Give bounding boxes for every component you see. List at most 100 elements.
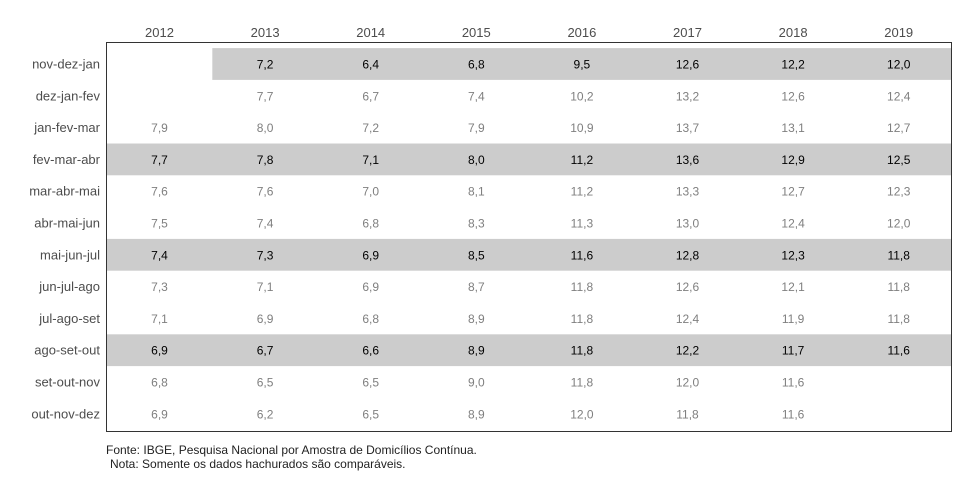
- cell-value: 8,9: [468, 407, 485, 421]
- cell-value: 7,0: [362, 185, 379, 199]
- cell-value: 7,6: [151, 185, 168, 199]
- cell-value: 13,1: [781, 121, 805, 135]
- cell-value: 6,4: [362, 58, 379, 72]
- cell-value: 12,3: [781, 248, 805, 262]
- cell-value: 11,2: [571, 153, 594, 167]
- cell-value: 8,5: [468, 248, 485, 262]
- cell-value: 9,0: [468, 376, 485, 390]
- cell-value: 11,6: [782, 376, 805, 390]
- cell-value: 11,8: [887, 312, 910, 326]
- cell-value: 12,7: [781, 185, 805, 199]
- cell-value: 12,6: [676, 58, 700, 72]
- cell-value: 12,0: [570, 407, 594, 421]
- cell-value: 7,7: [151, 153, 168, 167]
- cell-value: 12,4: [887, 89, 911, 103]
- cell-value: 6,6: [362, 344, 379, 358]
- cell-value: 12,6: [676, 280, 700, 294]
- cell-value: 11,8: [571, 312, 594, 326]
- column-label-2014: 2014: [356, 25, 385, 40]
- cell-values: 7,2 6,4 6,8 9,5 12,6 12,2 12,0 7,7 6,7 7,4 10,2 13,…: [151, 58, 911, 422]
- cell-value: 12,6: [781, 89, 805, 103]
- cell-value: 8,1: [468, 185, 485, 199]
- cell-value: 7,2: [362, 121, 379, 135]
- cell-value: 6,9: [362, 280, 379, 294]
- column-label-2016: 2016: [567, 25, 596, 40]
- cell-value: 7,9: [151, 121, 168, 135]
- cell-value: 12,8: [676, 248, 700, 262]
- cell-value: 6,7: [257, 344, 274, 358]
- cell-value: 9,5: [574, 58, 591, 72]
- cell-value: 13,3: [676, 185, 700, 199]
- cell-value: 13,7: [676, 121, 700, 135]
- cell-value: 12,4: [676, 312, 700, 326]
- cell-value: 12,0: [887, 217, 911, 231]
- column-label-2015: 2015: [462, 25, 491, 40]
- cell-value: 7,1: [257, 280, 274, 294]
- cell-value: 7,4: [468, 89, 485, 103]
- cell-value: 6,8: [468, 58, 485, 72]
- footnotes: Fonte: IBGE, Pesquisa Nacional por Amost…: [106, 443, 477, 471]
- unemployment-table-chart: 7,2 6,4 6,8 9,5 12,6 12,2 12,0 7,7 6,7 7,4 10,2 13,…: [29, 25, 952, 432]
- cell-value: 10,9: [570, 121, 594, 135]
- row-label-jun-jul-ago: jun-jul-ago: [38, 279, 100, 294]
- cell-value: 12,2: [676, 344, 700, 358]
- highlight-bands: [107, 48, 952, 367]
- cell-value: 6,5: [362, 376, 379, 390]
- row-label-fev-mar-abr: fev-mar-abr: [33, 152, 101, 167]
- cell-value: 12,7: [887, 121, 911, 135]
- cell-value: 13,6: [676, 153, 700, 167]
- cell-value: 7,8: [257, 153, 274, 167]
- cell-value: 6,8: [151, 376, 168, 390]
- highlight-band-nov-dez-jan: [212, 48, 952, 80]
- cell-value: 11,8: [676, 407, 699, 421]
- row-label-mai-jun-jul: mai-jun-jul: [40, 247, 100, 262]
- cell-value: 8,9: [468, 344, 485, 358]
- row-label-set-out-nov: set-out-nov: [35, 375, 101, 390]
- row-label-jul-ago-set: jul-ago-set: [38, 311, 100, 326]
- cell-value: 11,6: [571, 248, 594, 262]
- column-label-2013: 2013: [251, 25, 280, 40]
- row-label-ago-set-out: ago-set-out: [34, 343, 100, 358]
- column-label-2019: 2019: [884, 25, 913, 40]
- cell-value: 12,3: [887, 185, 911, 199]
- cell-value: 7,5: [151, 217, 168, 231]
- row-label-out-nov-dez: out-nov-dez: [31, 406, 100, 421]
- cell-value: 7,1: [362, 153, 379, 167]
- cell-value: 12,9: [781, 153, 805, 167]
- cell-value: 7,9: [468, 121, 485, 135]
- cell-value: 11,6: [782, 407, 805, 421]
- cell-value: 13,2: [676, 89, 700, 103]
- cell-value: 11,6: [887, 344, 910, 358]
- cell-value: 10,2: [570, 89, 594, 103]
- comparability-note: Nota: Somente os dados hachurados são co…: [110, 457, 406, 471]
- cell-value: 6,5: [257, 376, 274, 390]
- cell-value: 12,2: [781, 58, 805, 72]
- cell-value: 12,0: [676, 376, 700, 390]
- cell-value: 8,0: [257, 121, 274, 135]
- row-label-nov-dez-jan: nov-dez-jan: [32, 57, 100, 72]
- cell-value: 7,2: [257, 58, 274, 72]
- cell-value: 6,9: [257, 312, 274, 326]
- row-label-jan-fev-mar: jan-fev-mar: [33, 120, 100, 135]
- cell-value: 6,5: [362, 407, 379, 421]
- cell-value: 6,9: [151, 407, 168, 421]
- panel-border: [106, 42, 952, 432]
- cell-value: 7,4: [151, 248, 168, 262]
- cell-value: 6,2: [257, 407, 274, 421]
- cell-value: 8,0: [468, 153, 485, 167]
- cell-value: 8,3: [468, 217, 485, 231]
- cell-value: 6,8: [362, 217, 379, 231]
- highlight-band-fev-mar-abr: [107, 143, 951, 176]
- cell-value: 11,9: [782, 312, 805, 326]
- cell-value: 12,5: [887, 153, 911, 167]
- cell-value: 7,6: [257, 185, 274, 199]
- cell-value: 7,3: [151, 280, 168, 294]
- row-labels: nov-dez-jan dez-jan-fev jan-fev-mar fev-mar…: [29, 57, 100, 422]
- cell-value: 11,8: [571, 280, 594, 294]
- row-label-mar-abr-mai: mar-abr-mai: [29, 184, 100, 199]
- cell-value: 8,9: [468, 312, 485, 326]
- cell-value: 12,0: [887, 58, 911, 72]
- cell-value: 11,3: [571, 217, 594, 231]
- cell-value: 6,9: [362, 248, 379, 262]
- cell-value: 8,7: [468, 280, 485, 294]
